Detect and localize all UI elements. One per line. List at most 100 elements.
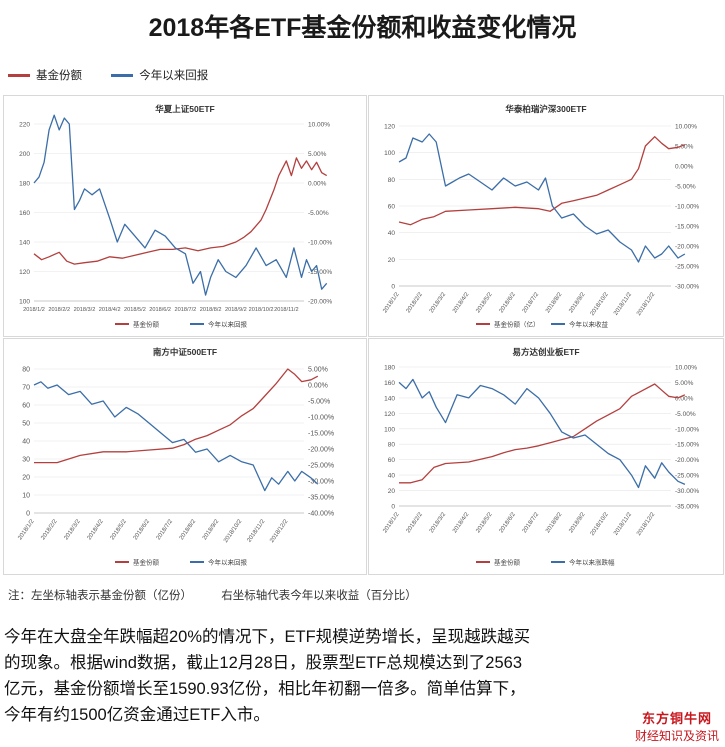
- left-tick-label: 60: [388, 457, 396, 464]
- right-tick-label: -10.00%: [675, 426, 699, 433]
- share-series-line: [398, 136, 686, 226]
- right-tick-label: -20.00%: [308, 299, 332, 306]
- legend-label: 今年以来涨跌幅: [569, 558, 615, 567]
- x-tick-label: 2018/10/2: [223, 518, 244, 544]
- chart-title: 华泰柏瑞沪深300ETF: [505, 104, 586, 114]
- x-tick-label: 2018/10/2: [249, 307, 274, 313]
- x-tick-label: 2018/2/2: [40, 518, 59, 541]
- left-tick-label: 220: [19, 122, 30, 129]
- x-tick-label: 2018/4/2: [99, 307, 121, 313]
- x-tick-label: 2018/11/2: [246, 518, 266, 543]
- left-tick-label: 20: [388, 257, 396, 264]
- x-tick-label: 2018/3/2: [74, 307, 96, 313]
- x-tick-label: 2018/8/2: [179, 518, 198, 541]
- x-tick-label: 2018/7/2: [522, 511, 541, 534]
- right-tick-label: -30.00%: [308, 479, 334, 486]
- left-tick-label: 70: [22, 385, 30, 392]
- note-right: 右坐标轴代表今年以来收益（百分比）: [221, 590, 417, 602]
- left-tick-label: 20: [22, 475, 30, 482]
- x-tick-label: 2018/6/2: [149, 307, 171, 313]
- left-tick-label: 10: [22, 493, 30, 500]
- left-tick-label: 0: [391, 504, 395, 511]
- left-tick-label: 60: [22, 403, 30, 410]
- right-tick-label: 0.00%: [675, 164, 694, 171]
- left-tick-label: 80: [22, 367, 30, 374]
- legend-share: 基金份额: [8, 67, 82, 83]
- left-tick-label: 60: [388, 204, 396, 211]
- x-tick-label: 2018/2/2: [406, 511, 425, 534]
- legend-label: 基金份额（亿）: [494, 320, 540, 329]
- left-tick-label: 0: [26, 511, 30, 518]
- x-tick-label: 2018/1/2: [382, 511, 401, 534]
- x-tick-label: 2018/3/2: [429, 511, 448, 534]
- right-tick-label: -20.00%: [675, 244, 699, 251]
- x-tick-label: 2018/3/2: [63, 518, 82, 541]
- chart-panel-2: 华泰柏瑞沪深300ETF 120 100 80 60 40 20 0 10.00% 5.00% 0.…: [368, 95, 724, 337]
- x-tick-label: 2018/10/2: [590, 511, 611, 537]
- right-tick-label: 0.00%: [308, 181, 327, 188]
- share-series-line: [34, 368, 319, 464]
- para-line: 亿元，基金份额增长至1590.93亿份，相比年初翻一倍多。简单估算下，: [4, 680, 526, 698]
- share-series-line: [399, 383, 686, 484]
- x-tick-label: 2018/11/2: [613, 291, 633, 316]
- right-tick-label: 10.00%: [308, 122, 330, 129]
- return-series-line: [33, 381, 319, 492]
- right-tick-label: -15.00%: [308, 431, 334, 438]
- left-tick-label: 100: [19, 299, 30, 306]
- x-tick-label: 2018/5/2: [475, 511, 494, 534]
- right-tick-label: -25.00%: [675, 264, 699, 271]
- chart-title: 华夏上证50ETF: [155, 104, 215, 114]
- right-tick-label: -10.00%: [308, 415, 334, 422]
- x-tick-label: 2018/8/2: [545, 511, 564, 534]
- x-tick-label: 2018/12/2: [269, 518, 290, 544]
- left-tick-label: 40: [388, 473, 396, 480]
- right-tick-label: 5.00%: [308, 151, 327, 158]
- left-tick-label: 50: [22, 421, 30, 428]
- x-tick-label: 2018/3/2: [429, 291, 448, 314]
- left-tick-label: 20: [388, 488, 396, 495]
- left-tick-label: 80: [388, 442, 396, 449]
- legend-return: 今年以来回报: [111, 67, 208, 83]
- right-tick-label: -5.00%: [308, 210, 329, 217]
- right-tick-label: -40.00%: [308, 511, 334, 518]
- share-series-line: [33, 157, 328, 265]
- chart-svg-3: 南方中证500ETF 80 70 60 50 40 30 20 10 0 5.00% 0.00% -5.…: [17, 347, 334, 567]
- para-line: 今年有约1500亿资金通过ETF入市。: [4, 706, 270, 724]
- right-tick-label: -25.00%: [308, 463, 334, 470]
- x-tick-label: 2018/1/2: [382, 291, 401, 314]
- axis-note: 注：左坐标轴表示基金份额（亿份） 右坐标轴代表今年以来收益（百分比）: [8, 587, 443, 603]
- right-tick-label: -30.00%: [675, 284, 699, 291]
- x-tick-label: 2018/6/2: [499, 511, 518, 534]
- left-tick-label: 40: [388, 230, 396, 237]
- legend-label: 今年以来回报: [208, 320, 248, 329]
- left-tick-label: 100: [384, 150, 395, 157]
- x-tick-label: 2018/11/2: [613, 511, 633, 536]
- legend-label: 今年以来回报: [208, 558, 248, 567]
- legend-label: 基金份额: [494, 558, 521, 567]
- legend-label: 基金份额: [133, 320, 160, 329]
- left-tick-label: 160: [384, 380, 395, 387]
- left-tick-label: 160: [19, 210, 30, 217]
- x-tick-label: 2018/5/2: [475, 291, 494, 314]
- x-tick-label: 2018/5/2: [124, 307, 146, 313]
- x-tick-label: 2018/4/2: [452, 511, 471, 534]
- legend-return-label: 今年以来回报: [139, 70, 209, 82]
- chart-svg-1: 华夏上证50ETF 220 200 180 160 140 120 100 10.00% 5.00…: [19, 104, 332, 329]
- right-tick-label: -30.00%: [675, 488, 699, 495]
- x-tick-label: 2018/6/2: [133, 518, 152, 541]
- return-series-line: [33, 114, 328, 296]
- x-tick-label: 2018/2/2: [406, 291, 425, 314]
- right-tick-label: -15.00%: [675, 442, 699, 449]
- right-tick-label: -15.00%: [308, 269, 332, 276]
- right-tick-label: -35.00%: [675, 504, 699, 511]
- brand-logo: 东方铜牛网 财经知识及资讯: [635, 708, 719, 744]
- x-tick-label: 2018/10/2: [590, 291, 611, 317]
- left-tick-label: 180: [19, 181, 30, 188]
- x-tick-label: 2018/8/2: [545, 291, 564, 314]
- left-tick-label: 180: [384, 365, 395, 372]
- top-legend: 基金份额 今年以来回报: [8, 67, 234, 83]
- right-tick-label: 5.00%: [308, 367, 328, 374]
- x-tick-label: 2018/4/2: [87, 518, 106, 541]
- chart-panel-4: 易方达创业板ETF 180 160 140 120 100 80 60 40 20 0 10.00% 5…: [368, 338, 724, 575]
- brand-name: 东方铜牛网: [641, 711, 712, 726]
